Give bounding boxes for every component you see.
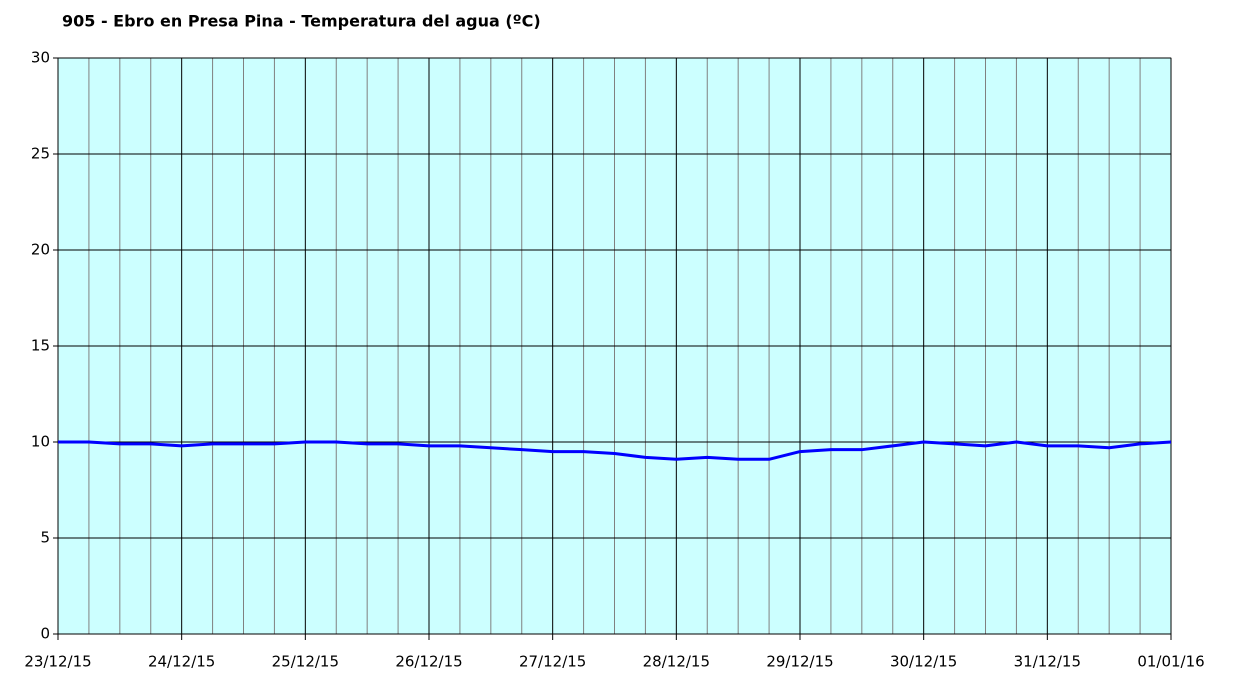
y-tick-label: 0 <box>40 625 50 643</box>
y-tick-label: 15 <box>31 337 50 355</box>
x-tick-label: 31/12/15 <box>1014 653 1081 671</box>
x-tick-label: 28/12/15 <box>643 653 710 671</box>
y-tick-label: 10 <box>31 433 50 451</box>
x-tick-label: 29/12/15 <box>766 653 833 671</box>
x-tick-label: 26/12/15 <box>395 653 462 671</box>
y-tick-label: 25 <box>31 145 50 163</box>
x-tick-label: 24/12/15 <box>148 653 215 671</box>
x-tick-label: 30/12/15 <box>890 653 957 671</box>
x-tick-label: 23/12/15 <box>24 653 91 671</box>
data-line <box>58 440 1172 461</box>
y-tick-label: 20 <box>31 241 50 259</box>
chart-title: 905 - Ebro en Presa Pina - Temperatura d… <box>62 12 541 31</box>
y-tick-label: 5 <box>40 529 50 547</box>
y-tick-label: 30 <box>31 49 50 67</box>
x-tick-label: 25/12/15 <box>272 653 339 671</box>
x-tick-label: 01/01/16 <box>1137 653 1204 671</box>
x-tick-label: 27/12/15 <box>519 653 586 671</box>
